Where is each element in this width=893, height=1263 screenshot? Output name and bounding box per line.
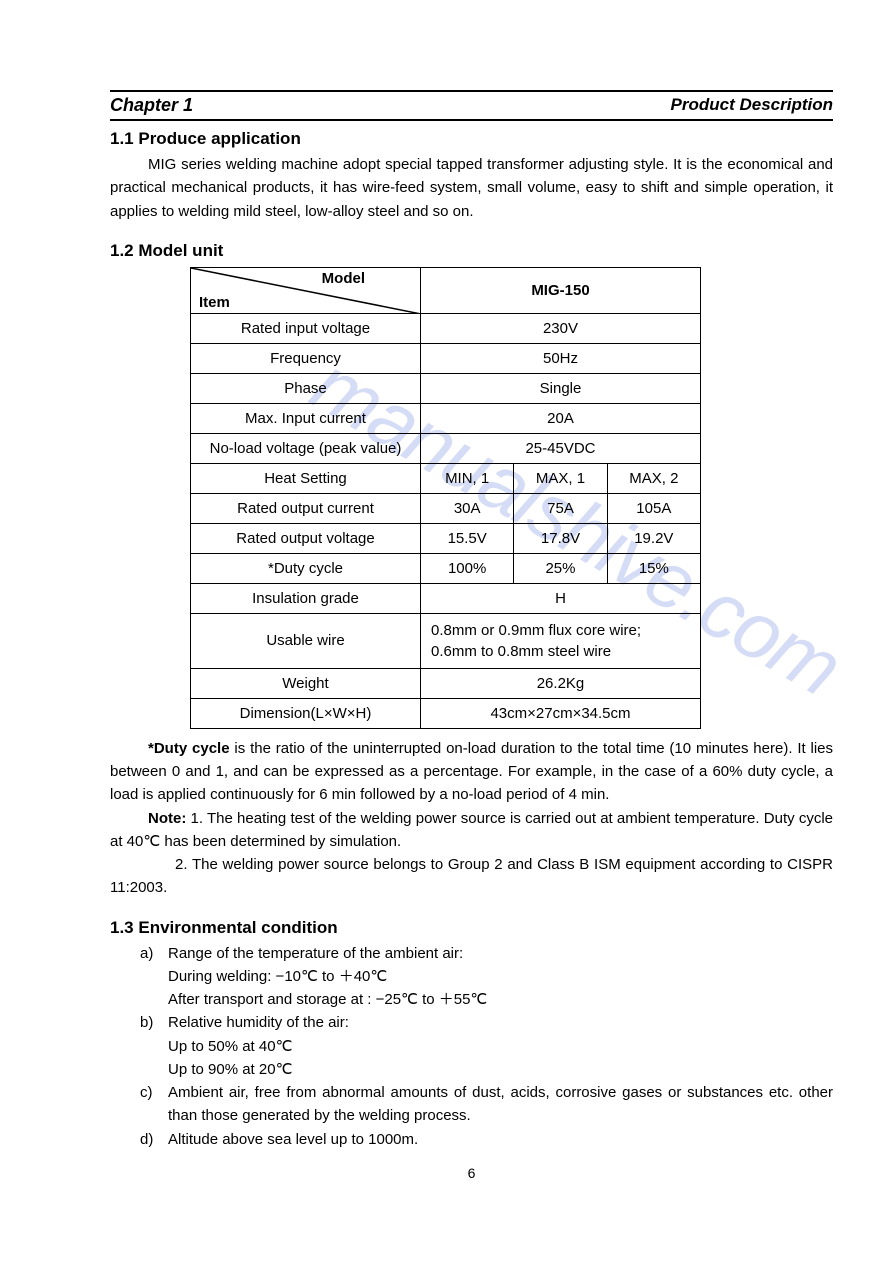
note-1-text: 1. The heating test of the welding power… xyxy=(110,810,833,850)
table-cell: 230V xyxy=(421,313,701,343)
table-row-label: Weight xyxy=(191,668,421,698)
spec-table-container: Model Item MIG-150 Rated input voltage23… xyxy=(190,267,833,729)
table-row: Frequency50Hz xyxy=(191,343,701,373)
section-1-1-title: 1.1 Produce application xyxy=(110,129,833,149)
note-2: 2. The welding power source belongs to G… xyxy=(110,853,833,900)
table-row-label: Frequency xyxy=(191,343,421,373)
table-row: Dimension(L×W×H)43cm×27cm×34.5cm xyxy=(191,698,701,728)
table-row-label: Phase xyxy=(191,373,421,403)
table-cell: 26.2Kg xyxy=(421,668,701,698)
table-row-label: Rated input voltage xyxy=(191,313,421,343)
table-row: Max. Input current20A xyxy=(191,403,701,433)
table-cell: 30A xyxy=(421,493,514,523)
table-cell: 25-45VDC xyxy=(421,433,701,463)
duty-cycle-label: *Duty cycle xyxy=(148,740,230,757)
table-row: No-load voltage (peak value)25-45VDC xyxy=(191,433,701,463)
table-cell: 75A xyxy=(514,493,607,523)
environmental-list: a)Range of the temperature of the ambien… xyxy=(110,942,833,1151)
table-row-label: Heat Setting xyxy=(191,463,421,493)
note-2-text: 2. The welding power source belongs to G… xyxy=(110,856,833,896)
table-header-item: Item xyxy=(199,294,230,311)
table-cell: 43cm×27cm×34.5cm xyxy=(421,698,701,728)
table-row: Heat SettingMIN, 1MAX, 1MAX, 2 xyxy=(191,463,701,493)
table-header-diagonal: Model Item xyxy=(191,267,421,313)
page-content: Chapter 1 Product Description 1.1 Produc… xyxy=(110,90,833,1181)
table-cell: 50Hz xyxy=(421,343,701,373)
table-row: Rated input voltage230V xyxy=(191,313,701,343)
chapter-label: Chapter 1 xyxy=(110,95,193,116)
section-1-2-title: 1.2 Model unit xyxy=(110,241,833,261)
table-header-value: MIG-150 xyxy=(421,267,701,313)
table-row-label: Usable wire xyxy=(191,613,421,668)
page-number: 6 xyxy=(110,1165,833,1181)
section-1-1-paragraph: MIG series welding machine adopt special… xyxy=(110,153,833,223)
table-cell: 0.8mm or 0.9mm flux core wire; 0.6mm to … xyxy=(421,613,701,668)
table-row: Insulation gradeH xyxy=(191,583,701,613)
table-cell: 100% xyxy=(421,553,514,583)
table-row-label: *Duty cycle xyxy=(191,553,421,583)
list-text: Relative humidity of the air: xyxy=(168,1011,833,1034)
list-subline: Up to 90% at 20℃ xyxy=(168,1058,833,1081)
table-header-model: Model xyxy=(322,270,365,287)
list-item: d)Altitude above sea level up to 1000m. xyxy=(140,1128,833,1151)
table-cell: Single xyxy=(421,373,701,403)
table-row-label: Dimension(L×W×H) xyxy=(191,698,421,728)
table-row: Usable wire0.8mm or 0.9mm flux core wire… xyxy=(191,613,701,668)
list-text: Range of the temperature of the ambient … xyxy=(168,942,833,965)
list-marker: c) xyxy=(140,1081,168,1128)
list-item: c)Ambient air, free from abnormal amount… xyxy=(140,1081,833,1128)
table-cell: 15.5V xyxy=(421,523,514,553)
table-row-label: Rated output current xyxy=(191,493,421,523)
table-row: Rated output voltage15.5V17.8V19.2V xyxy=(191,523,701,553)
table-row: Rated output current30A75A105A xyxy=(191,493,701,523)
note-1: Note: 1. The heating test of the welding… xyxy=(110,807,833,854)
table-cell: H xyxy=(421,583,701,613)
list-marker: d) xyxy=(140,1128,168,1151)
list-subline: During welding: −10℃ to ＋40℃ xyxy=(168,965,833,988)
table-row-label: Max. Input current xyxy=(191,403,421,433)
spec-table: Model Item MIG-150 Rated input voltage23… xyxy=(190,267,701,729)
table-row-label: Rated output voltage xyxy=(191,523,421,553)
list-text: Ambient air, free from abnormal amounts … xyxy=(168,1081,833,1128)
table-cell: MAX, 2 xyxy=(607,463,700,493)
table-cell: 19.2V xyxy=(607,523,700,553)
table-cell: 20A xyxy=(421,403,701,433)
page-header: Chapter 1 Product Description xyxy=(110,90,833,121)
table-row-label: Insulation grade xyxy=(191,583,421,613)
list-marker: a) xyxy=(140,942,168,965)
table-cell: 25% xyxy=(514,553,607,583)
list-subline: Up to 50% at 40℃ xyxy=(168,1035,833,1058)
page-title: Product Description xyxy=(671,95,833,116)
table-row: *Duty cycle100%25%15% xyxy=(191,553,701,583)
list-item: b)Relative humidity of the air: xyxy=(140,1011,833,1034)
table-cell: MIN, 1 xyxy=(421,463,514,493)
table-cell: MAX, 1 xyxy=(514,463,607,493)
table-cell: 15% xyxy=(607,553,700,583)
table-row-label: No-load voltage (peak value) xyxy=(191,433,421,463)
note-label: Note: xyxy=(148,810,186,827)
list-marker: b) xyxy=(140,1011,168,1034)
list-subline: After transport and storage at : −25℃ to… xyxy=(168,988,833,1011)
table-row: Weight26.2Kg xyxy=(191,668,701,698)
table-cell: 17.8V xyxy=(514,523,607,553)
section-1-3-title: 1.3 Environmental condition xyxy=(110,918,833,938)
table-cell: 105A xyxy=(607,493,700,523)
list-text: Altitude above sea level up to 1000m. xyxy=(168,1128,833,1151)
table-row: PhaseSingle xyxy=(191,373,701,403)
duty-cycle-footnote: *Duty cycle is the ratio of the uninterr… xyxy=(110,737,833,807)
list-item: a)Range of the temperature of the ambien… xyxy=(140,942,833,965)
